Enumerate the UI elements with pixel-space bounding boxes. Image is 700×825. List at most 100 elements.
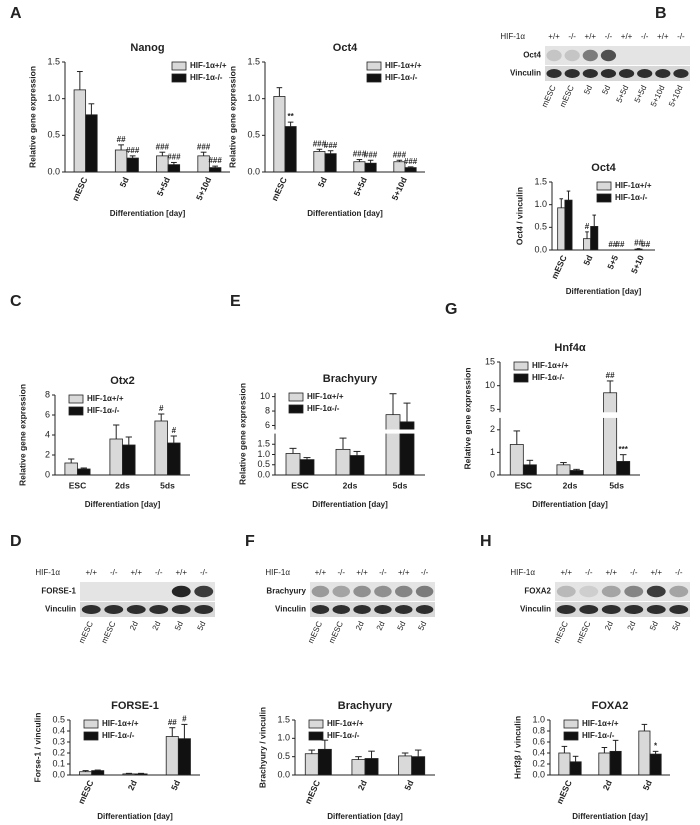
bar [558, 752, 571, 776]
genotype-label: +/+ [356, 568, 368, 577]
blot-band [646, 605, 666, 614]
legend-label: HIF-1α+/+ [532, 361, 569, 370]
y-tick-label: 1.5 [277, 714, 290, 724]
blot-gene-label: HIF-1α [265, 568, 290, 577]
chart-title: Hnf4α [554, 342, 585, 354]
blot-band [646, 585, 666, 598]
legend-label: HIF-1α-/- [385, 73, 418, 82]
y-tick-label: 0.5 [52, 714, 65, 724]
chart-title: FORSE-1 [111, 700, 159, 712]
blot-gene-label: HIF-1α [500, 32, 525, 41]
blot-row-label: Vinculin [520, 605, 551, 614]
lane-label: 5d [582, 84, 594, 96]
lane-label: 5d [396, 620, 408, 632]
x-tick-label: 5d [641, 779, 654, 792]
bar [285, 453, 301, 476]
bar [165, 736, 179, 776]
x-tick-label: 5d [316, 176, 329, 189]
legend-swatch [596, 181, 612, 191]
legend-swatch [68, 394, 84, 404]
y-axis-label: Oct4 / vinculin [514, 187, 524, 245]
bar [64, 462, 78, 476]
genotype-label: +/+ [315, 568, 327, 577]
genotype-label: -/- [379, 568, 387, 577]
x-tick-label: 5d [117, 176, 130, 189]
y-tick-label: 0 [490, 469, 495, 479]
x-axis-label: Differentiation [day] [327, 812, 403, 821]
blot-band [415, 585, 434, 598]
x-tick-label: 5+5 [605, 253, 620, 271]
y-axis-label: Relative gene expression [17, 384, 27, 486]
significance-label: ### [393, 150, 407, 159]
legend-label: HIF-1α+/+ [102, 719, 139, 728]
x-tick-label: 2d [356, 779, 369, 792]
x-tick-label: 5+10 [629, 253, 646, 275]
y-tick-label: 0.5 [47, 130, 60, 140]
significance-label: *** [619, 445, 629, 454]
legend-swatch [288, 392, 304, 402]
y-tick-label: 1.0 [47, 93, 60, 103]
bar [349, 455, 365, 476]
x-tick-label: ESC [515, 480, 532, 490]
lane-label: 5d [648, 620, 660, 632]
blot-row-label: Brachyury [266, 587, 306, 596]
bar [299, 459, 315, 476]
lane-label: 5d [196, 620, 208, 632]
blot-band [374, 605, 392, 614]
y-tick-label: 4 [45, 429, 50, 439]
y-tick-label: 2 [490, 424, 495, 434]
bar [649, 753, 662, 776]
bar [122, 444, 136, 476]
bar [609, 750, 622, 776]
y-tick-label: 0.8 [532, 725, 545, 735]
blot-row-label: Oct4 [523, 51, 541, 60]
lane-label: mESC [575, 620, 593, 645]
bar [603, 392, 618, 476]
blot-band [311, 605, 330, 614]
panel-label: A [10, 5, 22, 22]
lane-label: 2d [626, 620, 638, 632]
x-axis-label: Differentiation [day] [85, 500, 161, 509]
blot-band [546, 49, 562, 62]
x-tick-label: 5ds [609, 480, 624, 490]
y-tick-label: 10 [260, 391, 270, 401]
x-tick-label: mESC [554, 779, 574, 806]
bar [564, 199, 573, 251]
x-tick-label: 5+5d [351, 176, 368, 198]
x-tick-label: 5ds [160, 480, 175, 490]
legend-swatch [171, 73, 187, 83]
y-tick-label: 0.0 [257, 469, 270, 479]
bar [385, 414, 401, 476]
legend-swatch [308, 731, 324, 741]
genotype-label: +/+ [560, 568, 572, 577]
lane-label: 5d [416, 620, 428, 632]
significance-label: ### [197, 142, 211, 151]
bar [317, 748, 332, 776]
blot-band [600, 69, 617, 78]
panel-label: B [655, 5, 667, 22]
x-axis-label: Differentiation [day] [572, 812, 648, 821]
significance-label: * [654, 741, 658, 750]
legend-swatch [563, 731, 579, 741]
bar [364, 162, 377, 173]
bar [284, 126, 297, 173]
genotype-label: -/- [677, 32, 685, 41]
blot-band [171, 605, 191, 614]
legend-swatch [366, 73, 382, 83]
legend-swatch [83, 719, 99, 729]
bar [324, 153, 337, 173]
lane-label: 5+10d [649, 84, 667, 108]
y-tick-label: 6 [265, 420, 270, 430]
bar [522, 464, 537, 476]
lane-label: mESC [552, 620, 570, 645]
lane-label: 5+5d [633, 84, 649, 104]
legend-label: HIF-1α-/- [532, 373, 565, 382]
blot-band [415, 605, 434, 614]
genotype-label: -/- [585, 568, 593, 577]
lane-label: mESC [306, 620, 324, 645]
x-axis-label: Differentiation [day] [110, 209, 186, 218]
lane-label: 2d [603, 620, 615, 632]
x-tick-label: 2ds [343, 480, 358, 490]
genotype-label: +/+ [621, 32, 633, 41]
chart-title: Otx2 [110, 375, 134, 387]
